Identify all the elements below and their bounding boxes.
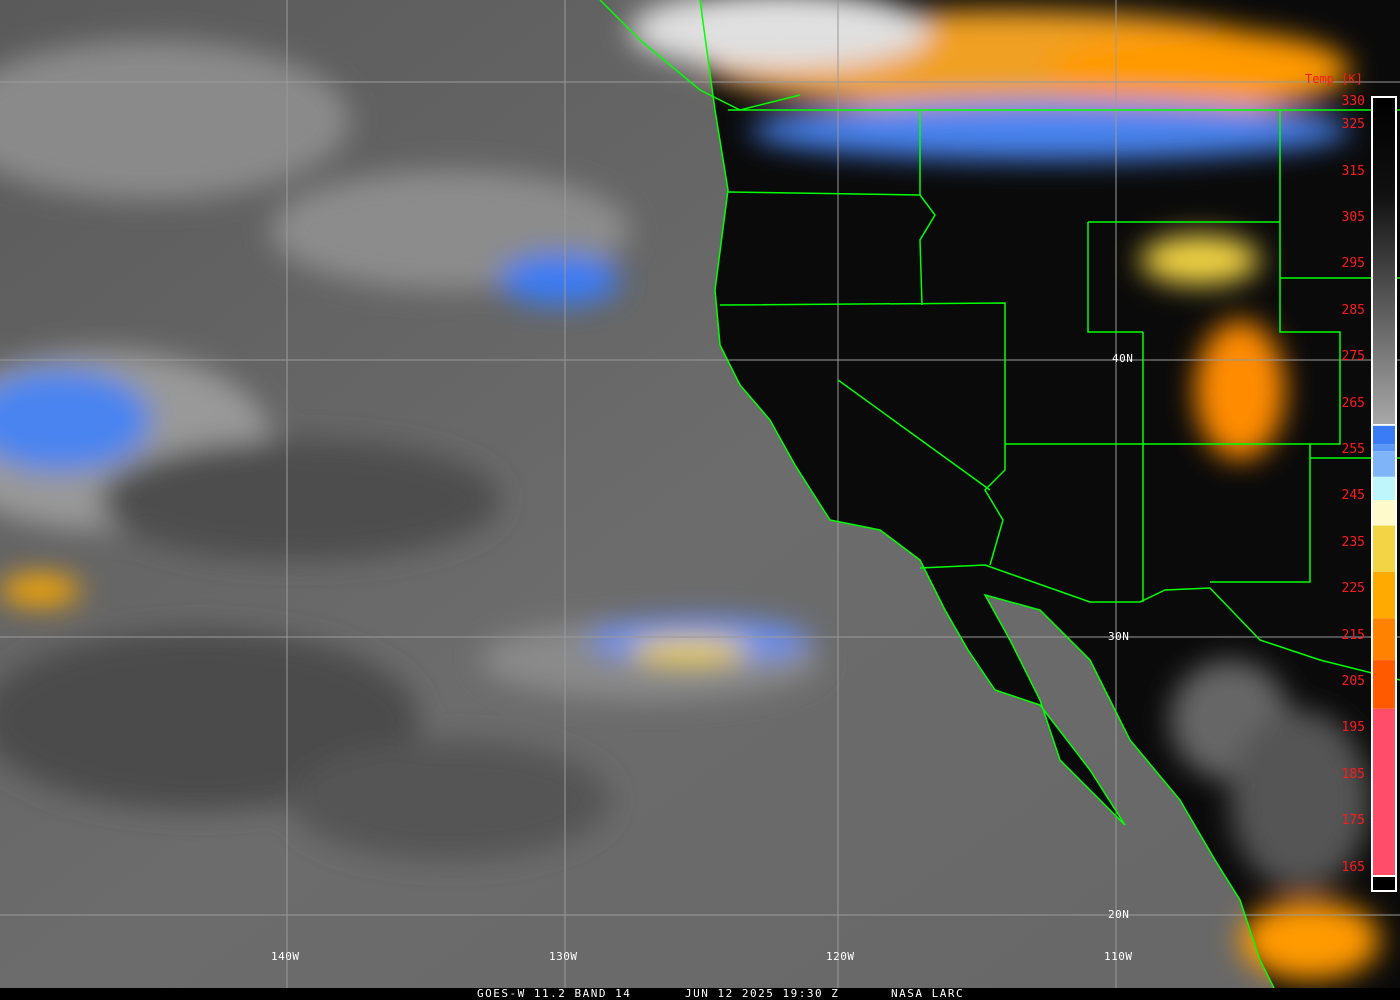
colorbar-segment <box>1373 476 1395 501</box>
colorbar-tick-label: 225 <box>1341 581 1365 597</box>
colorbar-tick-label: 275 <box>1341 349 1365 365</box>
colorbar-tick-label: 195 <box>1341 720 1365 736</box>
colorbar-segment <box>1373 451 1395 477</box>
colorbar-tick-label: 245 <box>1341 488 1365 504</box>
colorbar-tick-label: 215 <box>1341 627 1365 643</box>
colorbar-segment <box>1373 618 1395 661</box>
lon-label-140w: 140W <box>271 950 300 963</box>
credit: NASA LARC <box>891 987 965 1000</box>
lon-label-120w: 120W <box>826 950 855 963</box>
lat-label-20n: 20N <box>1108 908 1130 921</box>
colorbar-tick-label: 265 <box>1341 395 1365 411</box>
colorbar-title: Temp [K] <box>1305 72 1363 86</box>
colorbar-segment <box>1373 708 1395 875</box>
colorbar-segment <box>1373 571 1395 619</box>
lon-label-130w: 130W <box>549 950 578 963</box>
colorbar-tick-label: 325 <box>1341 117 1365 133</box>
colorbar-segment <box>1373 500 1395 526</box>
colorbar-segment <box>1373 444 1395 452</box>
lon-label-110w: 110W <box>1104 950 1133 963</box>
land-clouds <box>630 0 1380 980</box>
colorbar-tick-label: 165 <box>1341 859 1365 875</box>
satellite-band: GOES-W 11.2 BAND 14 <box>477 987 632 1000</box>
colorbar-segment <box>1373 660 1395 709</box>
image-datetime: JUN 12 2025 19:30 Z <box>685 987 840 1000</box>
colorbar-tick-label: 185 <box>1341 766 1365 782</box>
colorbar-tick-label: 315 <box>1341 163 1365 179</box>
lat-label-40n: 40N <box>1112 352 1134 365</box>
colorbar-segment <box>1373 425 1395 445</box>
colorbar-segment <box>1373 525 1395 572</box>
colorbar-tick-label: 255 <box>1341 442 1365 457</box>
colorbar-tick-label: 285 <box>1341 302 1365 318</box>
colorbar-tick-label: 330 <box>1341 94 1365 109</box>
colorbar <box>1371 96 1397 892</box>
colorbar-tick-label: 235 <box>1341 534 1365 550</box>
colorbar-tick-label: 305 <box>1341 210 1365 225</box>
colorbar-tick-label: 175 <box>1341 813 1365 829</box>
colorbar-tick-label: 205 <box>1341 674 1365 689</box>
colorbar-tick-label: 295 <box>1341 256 1365 272</box>
footer-bar: GOES-W 11.2 BAND 14 JUN 12 2025 19:30 Z … <box>0 988 1400 1000</box>
lat-label-30n: 30N <box>1108 630 1130 643</box>
